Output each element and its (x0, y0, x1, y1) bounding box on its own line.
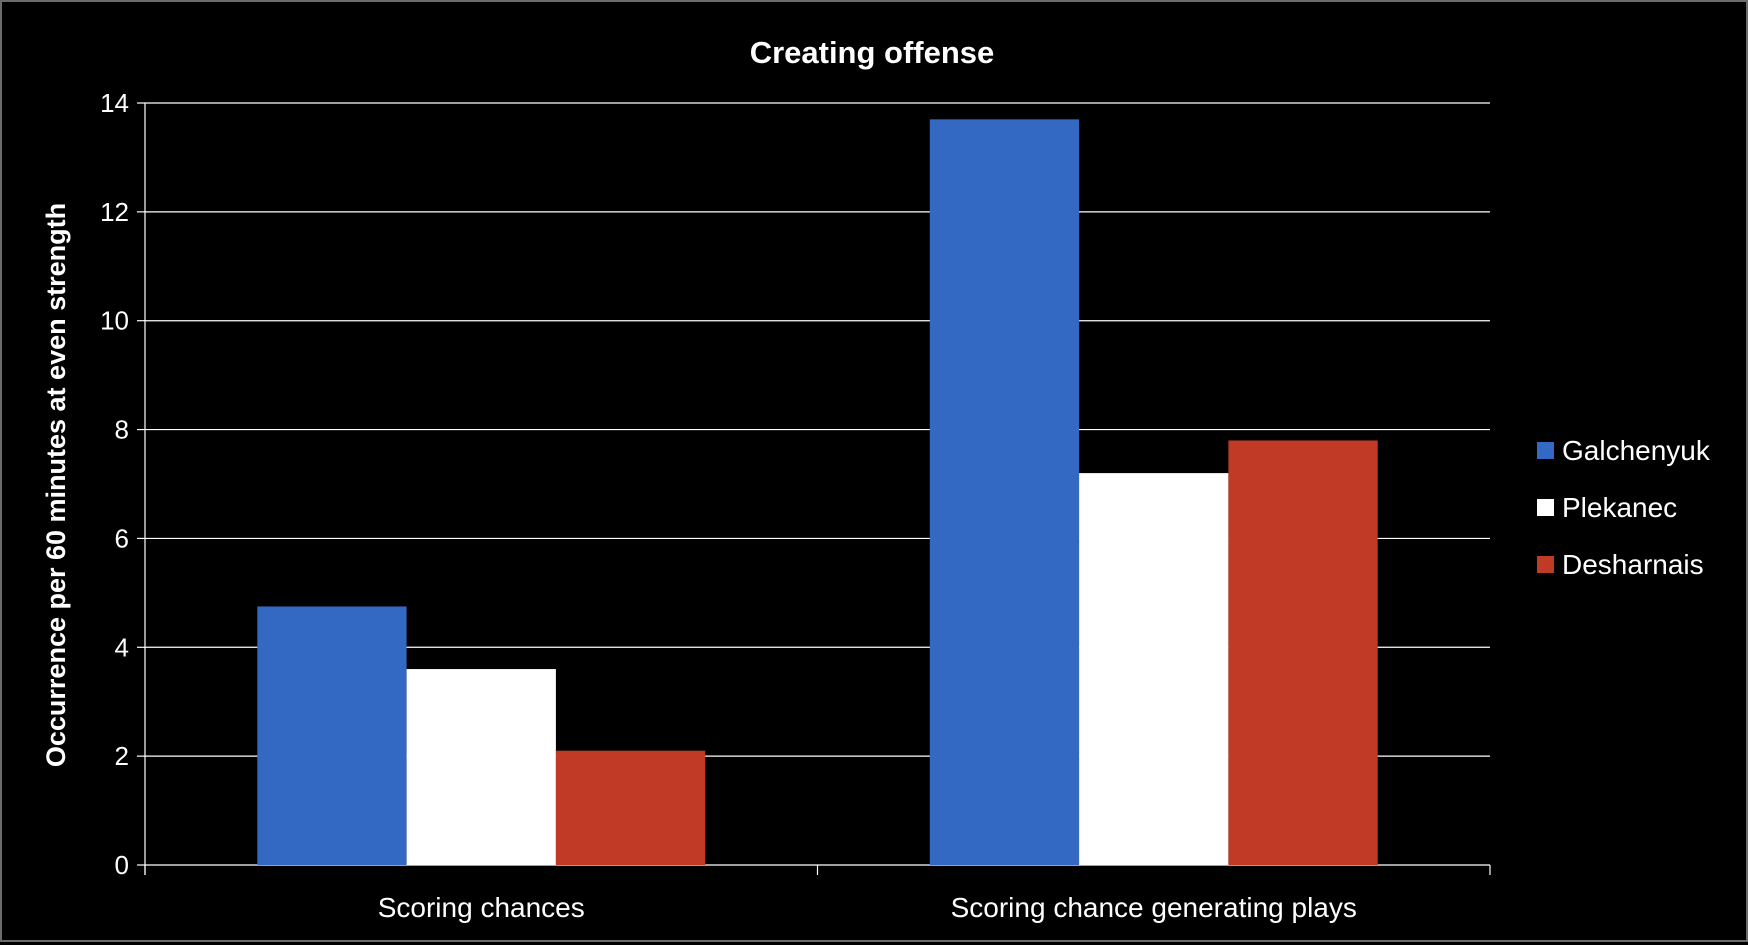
legend-swatch (1537, 442, 1554, 459)
y-tick-label: 12 (100, 197, 129, 227)
y-tick-label: 6 (115, 523, 129, 553)
legend-label: Desharnais (1562, 549, 1704, 580)
y-tick-label: 2 (115, 741, 129, 771)
bar (406, 669, 556, 865)
legend-swatch (1537, 499, 1554, 516)
bar (555, 750, 706, 865)
y-tick-label: 4 (115, 632, 129, 662)
y-tick-label: 8 (115, 415, 129, 445)
bar (1228, 440, 1378, 865)
legend-label: Plekanec (1562, 492, 1677, 523)
chart-title: Creating offense (750, 35, 995, 70)
legend-swatch (1537, 556, 1554, 573)
bar (257, 606, 407, 865)
y-tick-label: 0 (115, 850, 129, 880)
legend-label: Galchenyuk (1562, 435, 1711, 466)
bars (257, 119, 1378, 866)
tick-labels: 0 2 4 6 8 10 12 14 Scoring chances Scoring chance… (100, 88, 1357, 923)
y-tick-label: 14 (100, 88, 129, 118)
y-axis-label: Occurrence per 60 minutes at even streng… (41, 203, 71, 767)
y-tick-label: 10 (100, 306, 129, 336)
x-tick-label: Scoring chance generating plays (951, 892, 1357, 923)
bar (1079, 473, 1229, 865)
bar (929, 119, 1080, 866)
x-tick-label: Scoring chances (378, 892, 585, 923)
legend: Galchenyuk Plekanec Desharnais (1537, 435, 1711, 580)
